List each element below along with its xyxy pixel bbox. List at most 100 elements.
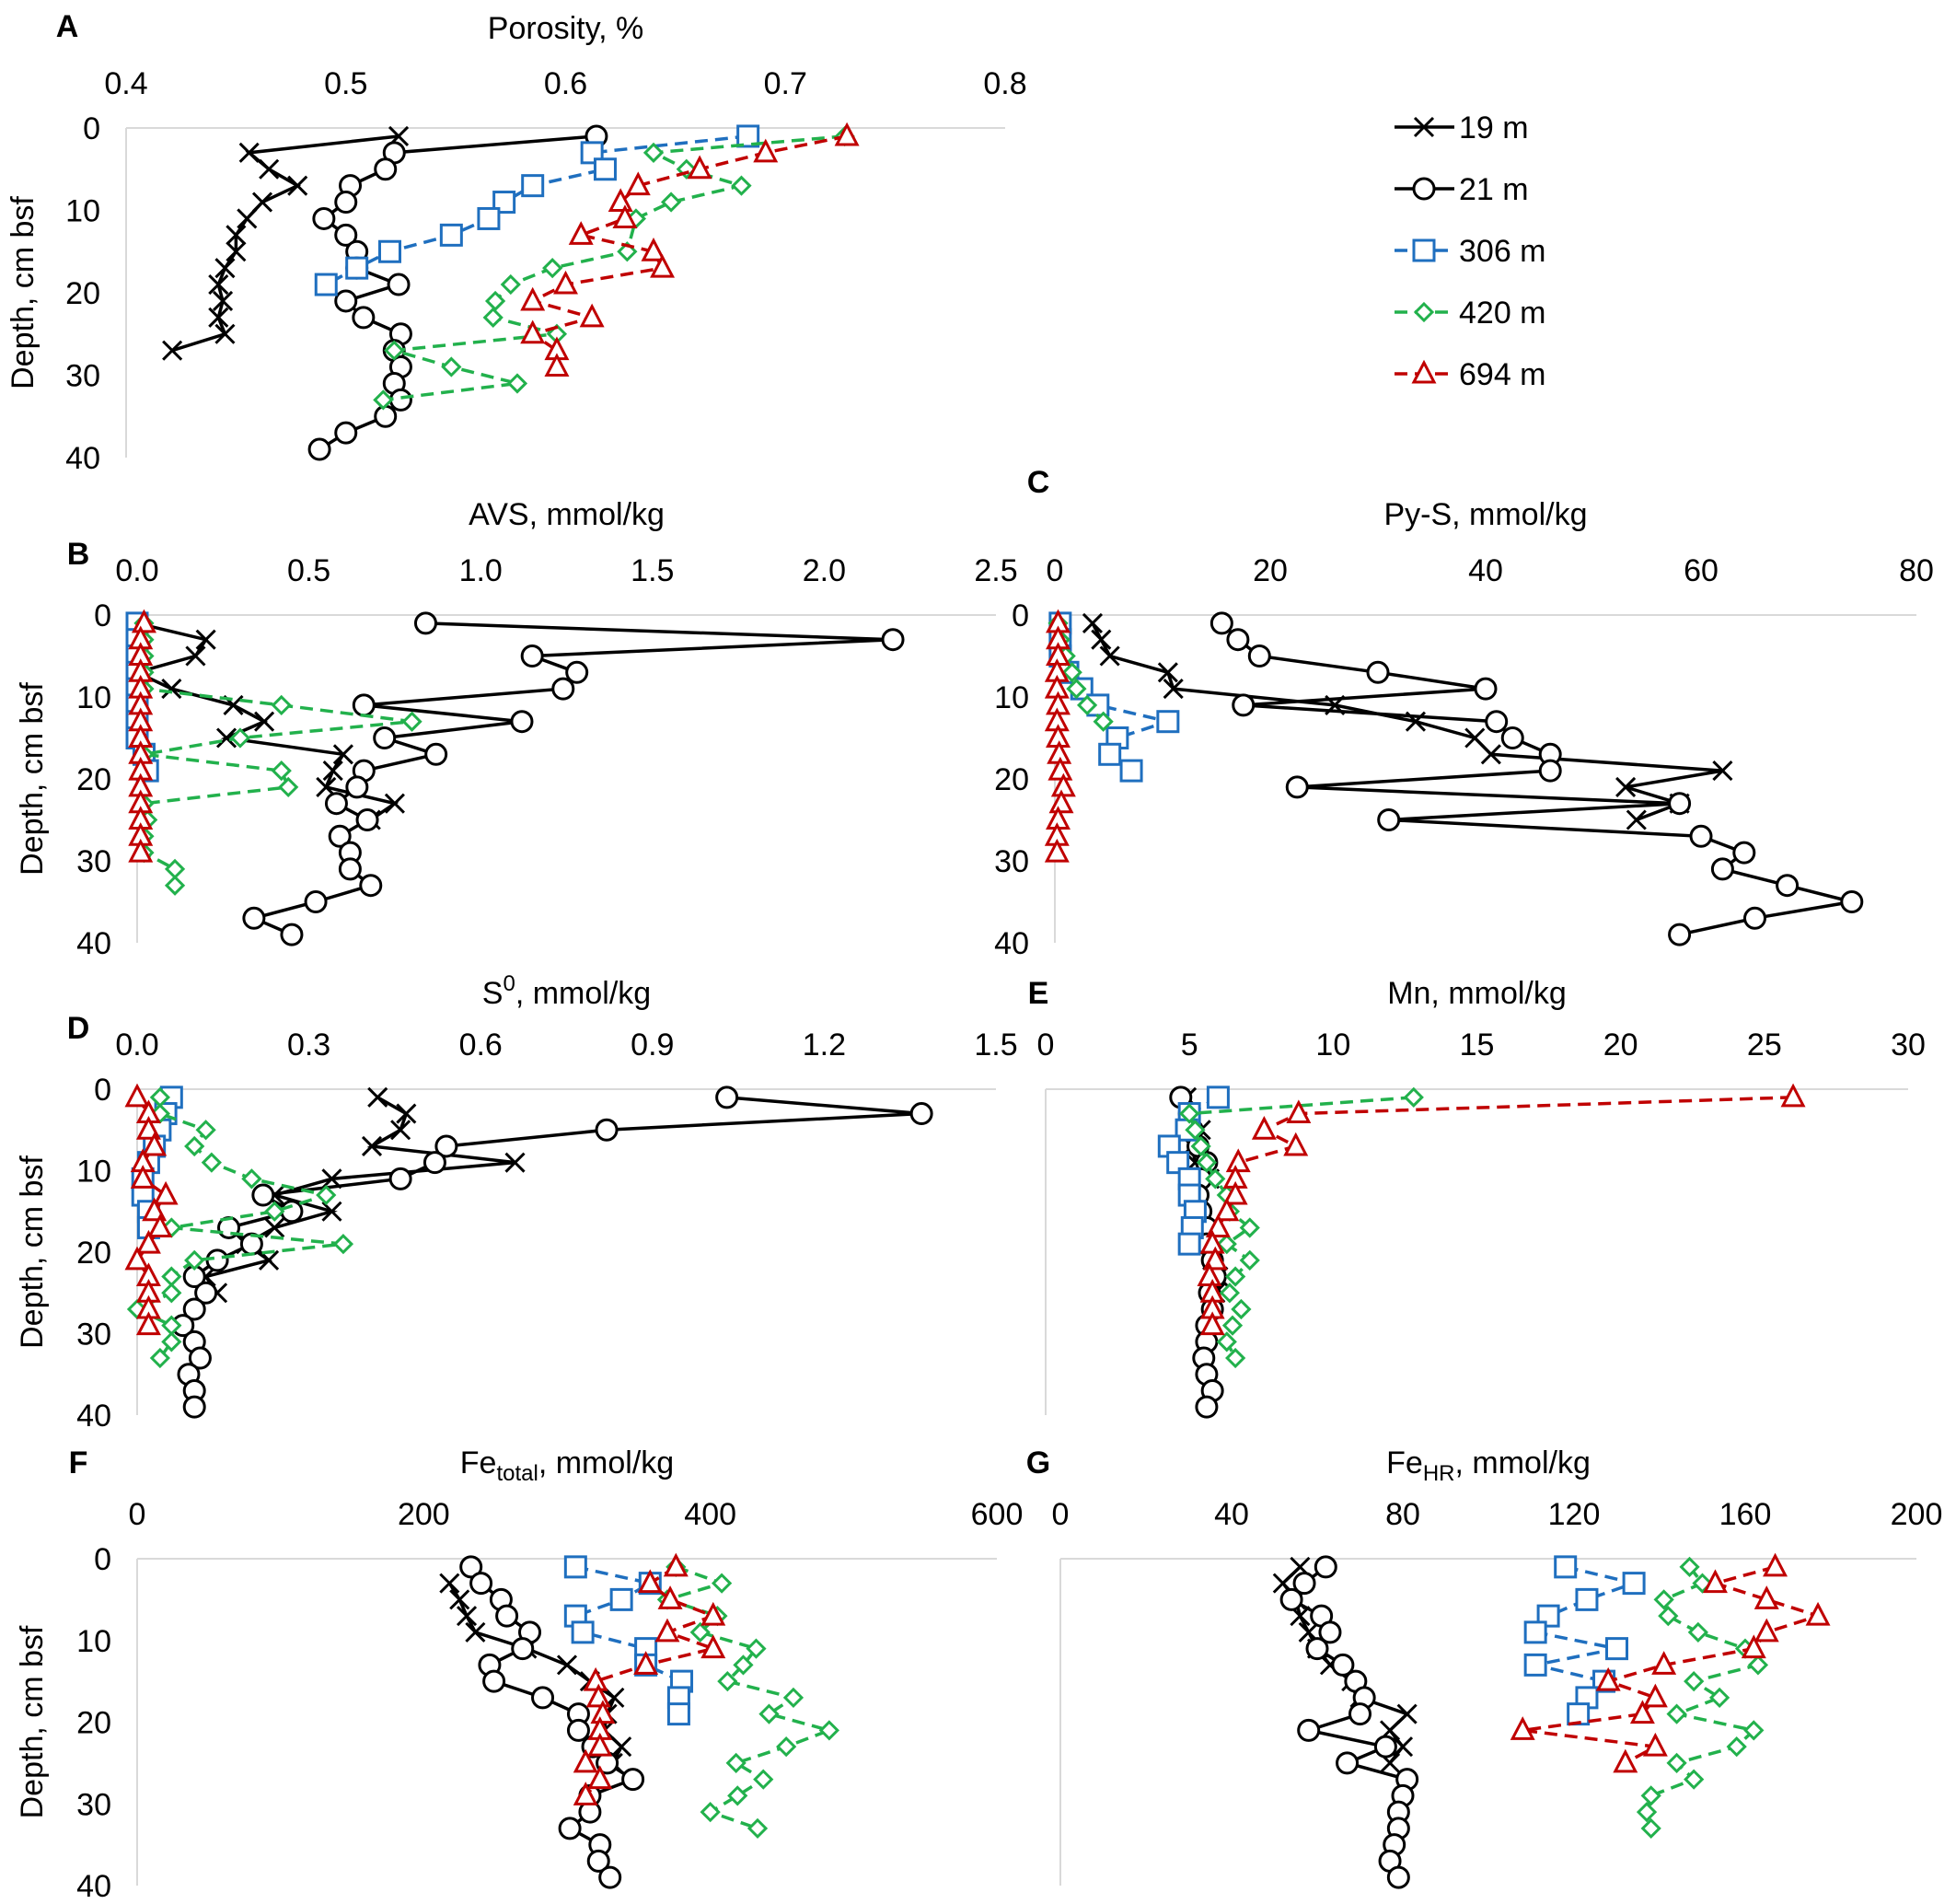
- series-420m: [1636, 1556, 1769, 1840]
- data-point: [1668, 792, 1692, 816]
- data-point: [135, 1229, 161, 1254]
- x-tick-label: 0: [1052, 1497, 1070, 1532]
- x-tick-label: 0.6: [544, 66, 587, 101]
- data-point: [314, 273, 338, 296]
- x-tick-label: 0: [1037, 1027, 1055, 1062]
- data-point: [396, 1103, 417, 1124]
- data-point: [1763, 1552, 1788, 1577]
- data-point: [573, 1782, 598, 1805]
- data-point: [374, 157, 398, 181]
- data-point: [185, 645, 206, 667]
- data-point: [1225, 1266, 1246, 1287]
- x-tick-label: 25: [1747, 1027, 1782, 1062]
- data-point: [1209, 611, 1233, 635]
- data-point: [1622, 1572, 1646, 1596]
- chart-title: S0, mmol/kg: [482, 971, 651, 1011]
- data-point: [566, 1718, 590, 1742]
- data-point: [1292, 1572, 1316, 1596]
- data-point: [1753, 1618, 1779, 1643]
- data-point: [1285, 775, 1309, 799]
- data-point: [237, 208, 258, 229]
- data-point: [226, 225, 247, 246]
- data-point: [345, 256, 369, 280]
- data-point: [1377, 808, 1401, 831]
- data-point: [259, 158, 280, 180]
- title-rest: , mmol/kg: [1455, 1445, 1591, 1480]
- series-line: [142, 622, 412, 886]
- x-tick-label: 0.5: [324, 66, 367, 101]
- data-point: [287, 175, 308, 196]
- legend-label: 21 m: [1459, 172, 1529, 207]
- data-point: [271, 694, 292, 716]
- y-tick-label: 30: [65, 359, 100, 394]
- data-point: [1485, 710, 1509, 734]
- y-tick-label: 30: [76, 1787, 111, 1822]
- series-306m: [1048, 611, 1180, 783]
- data-point: [1202, 1246, 1228, 1271]
- data-point: [1805, 1601, 1831, 1626]
- data-point: [1615, 776, 1637, 797]
- data-point: [1247, 644, 1271, 668]
- data-point: [1219, 1283, 1241, 1304]
- data-point: [1366, 660, 1390, 684]
- y-tick-label: 20: [76, 762, 111, 797]
- data-point: [1392, 1736, 1414, 1758]
- data-point: [1743, 906, 1766, 930]
- data-point: [1702, 1569, 1728, 1594]
- data-point: [593, 157, 617, 181]
- data-point: [641, 238, 666, 261]
- data-point: [1500, 726, 1524, 749]
- x-tick-label: 15: [1460, 1027, 1495, 1062]
- data-point: [1082, 612, 1104, 633]
- title-rest: , mmol/kg: [515, 976, 651, 1011]
- data-point: [149, 1347, 171, 1369]
- data-point: [1206, 1086, 1230, 1109]
- data-point: [663, 1552, 689, 1577]
- data-point: [657, 1585, 683, 1609]
- data-point: [1190, 1135, 1211, 1157]
- series-21m: [1209, 611, 1864, 946]
- chart-title: Porosity, %: [488, 11, 643, 46]
- data-point: [586, 1849, 610, 1873]
- series-line: [583, 1565, 719, 1797]
- x-tick-label: 0.3: [287, 1027, 330, 1062]
- y-axis-label: Depth, cm bsf: [15, 1155, 50, 1349]
- data-point: [456, 1606, 478, 1627]
- x-tick-label: 0.0: [115, 1027, 158, 1062]
- legend-marker: [1413, 301, 1435, 323]
- legend-marker: [1412, 177, 1436, 201]
- data-point: [1283, 1132, 1309, 1156]
- series-line: [1645, 1565, 1761, 1829]
- data-point: [334, 223, 358, 247]
- data-point: [1314, 1555, 1337, 1579]
- data-point: [1048, 789, 1074, 814]
- data-point: [388, 1167, 412, 1190]
- data-point: [401, 711, 422, 732]
- data-point: [334, 289, 358, 313]
- data-point: [909, 1102, 933, 1126]
- data-point: [753, 138, 779, 163]
- data-point: [621, 1768, 645, 1792]
- chart-title: Py-S, mmol/kg: [1383, 497, 1587, 532]
- data-point: [352, 306, 376, 330]
- data-point: [689, 1621, 711, 1643]
- x-tick-label: 20: [1253, 553, 1288, 588]
- panel-letter: E: [1028, 976, 1049, 1011]
- data-point: [531, 1686, 555, 1710]
- data-point: [1396, 1703, 1418, 1724]
- data-point: [195, 1120, 216, 1141]
- data-point: [747, 1817, 769, 1840]
- data-point: [776, 1736, 797, 1758]
- chart-title: AVS, mmol/kg: [469, 497, 665, 532]
- data-point: [1684, 1671, 1705, 1692]
- data-point: [1710, 857, 1734, 881]
- data-point: [1523, 1653, 1547, 1677]
- title-rest: , mmol/kg: [538, 1445, 674, 1480]
- data-point: [280, 923, 304, 946]
- data-point: [1679, 1556, 1700, 1578]
- data-point: [142, 1132, 168, 1156]
- legend-label: 19 m: [1459, 110, 1529, 145]
- data-point: [544, 353, 570, 377]
- y-axis-label: Depth, cm bsf: [15, 682, 50, 876]
- y-tick-label: 40: [994, 926, 1029, 961]
